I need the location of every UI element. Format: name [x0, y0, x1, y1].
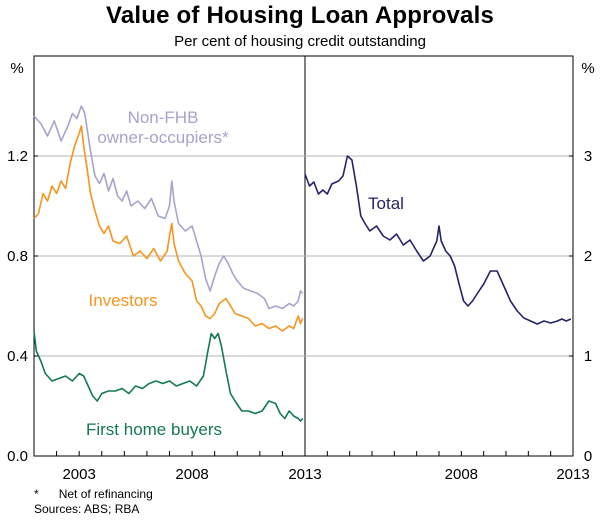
chart-canvas: % % 0.0 0.4 0.8 1.2 0 1 2 3 2003 2008 2013 2008 2013… — [7, 55, 595, 483]
left-y-tick-label: 0.0 — [7, 448, 28, 465]
left-y-tick-label: 1.2 — [7, 148, 28, 165]
series-line-total — [304, 155, 572, 325]
axis-labels: % % 0.0 0.4 0.8 1.2 0 1 2 3 2003 2008 2013 2008 2013 — [7, 60, 595, 483]
series-line-non-fhb — [33, 105, 304, 310]
right-x-tick-label: 2013 — [556, 466, 589, 483]
axis-ticks — [34, 155, 573, 457]
chart-subtitle: Per cent of housing credit outstanding — [174, 33, 426, 50]
series-lines — [33, 105, 572, 422]
footnote-text: Net of refinancing — [58, 487, 153, 501]
right-y-tick-label: 0 — [584, 448, 592, 465]
left-x-tick-label: 2008 — [175, 466, 208, 483]
right-y-tick-label: 1 — [584, 348, 592, 365]
right-y-tick-label: 3 — [584, 148, 592, 165]
gridlines — [34, 155, 573, 357]
label-non-fhb: Non-FHB — [128, 108, 199, 127]
series-line-investors — [33, 125, 304, 332]
footnote-gap — [39, 487, 59, 501]
right-y-unit: % — [581, 60, 594, 77]
left-y-unit: % — [10, 60, 23, 77]
chart-title: Value of Housing Loan Approvals — [105, 2, 495, 29]
left-x-tick-label: 2003 — [62, 466, 95, 483]
left-y-tick-label: 0.4 — [7, 348, 28, 365]
label-first-home-buyers: First home buyers — [86, 420, 222, 439]
left-x-tick-label: 2013 — [288, 466, 321, 483]
label-investors: Investors — [89, 291, 158, 310]
label-total: Total — [368, 194, 404, 213]
label-non-fhb: owner-occupiers* — [97, 128, 229, 147]
sources-row: Sources: ABS; RBA — [34, 502, 140, 516]
left-y-tick-label: 0.8 — [7, 248, 28, 265]
footnote-row: * Net of refinancing — [34, 487, 153, 502]
series-line-first-home-buyers — [33, 330, 304, 422]
chart-notes: * Net of refinancing Sources: ABS; RBA — [34, 487, 153, 517]
right-x-tick-label: 2008 — [445, 466, 478, 483]
footnote-marker: * — [34, 487, 39, 501]
right-y-tick-label: 2 — [584, 248, 592, 265]
